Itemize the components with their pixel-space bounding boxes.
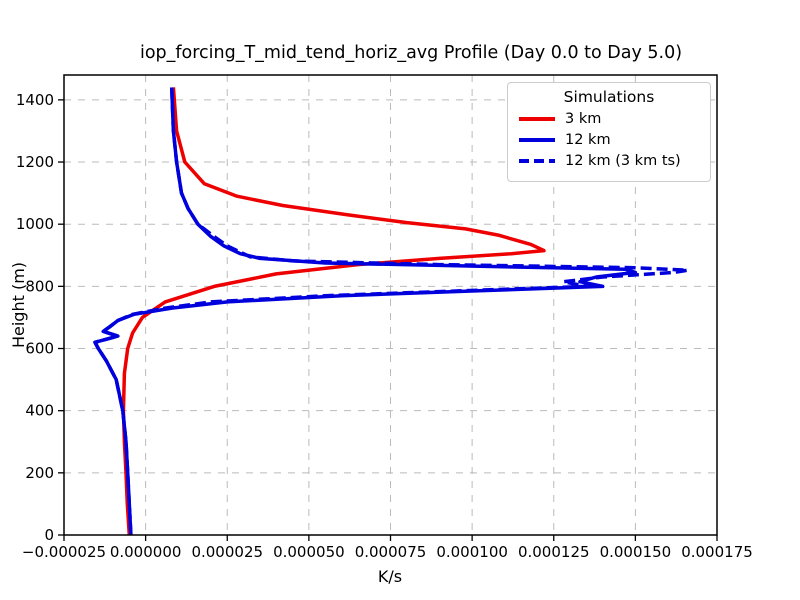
x-axis-label: K/s — [378, 567, 402, 586]
x-tick-label: −0.000025 — [22, 543, 106, 561]
x-tick-label: 0.000050 — [273, 543, 345, 561]
legend-entry-label: 3 km — [565, 111, 602, 127]
y-axis-label: Height (m) — [9, 262, 28, 348]
legend-title: Simulations — [563, 88, 655, 106]
x-tick-label: 0.000075 — [355, 543, 427, 561]
x-tick-label: 0.000125 — [518, 543, 590, 561]
legend-entries: 3 km 12 km 12 km (3 km ts) — [518, 111, 700, 169]
series-line-3-km — [121, 87, 546, 535]
legend-entry-label: 12 km (3 km ts) — [565, 153, 681, 169]
y-tick-label: 400 — [25, 402, 54, 420]
x-tick-label: 0.000175 — [681, 543, 753, 561]
legend-entry: 12 km (3 km ts) — [518, 153, 700, 169]
y-tick-label: 0 — [44, 526, 54, 544]
y-tick-label: 1400 — [16, 91, 54, 109]
legend-line-sample — [519, 159, 555, 163]
tick-layer: −0.000025 0.000000 0.000025 0.000050 0.00007… — [16, 91, 753, 561]
legend-entry-label: 12 km — [565, 132, 611, 148]
x-tick-label: 0.000000 — [110, 543, 182, 561]
chart-title: iop_forcing_T_mid_tend_horiz_avg Profile… — [140, 43, 682, 63]
series-line-12-km-3-km-ts- — [93, 87, 690, 535]
x-tick-label: 0.000100 — [436, 543, 508, 561]
y-tick-label: 1200 — [16, 153, 54, 171]
x-tick-label: 0.000150 — [600, 543, 672, 561]
legend-line-sample — [519, 138, 555, 142]
series-layer — [93, 87, 690, 535]
y-tick-label: 1000 — [16, 215, 54, 233]
legend-entry: 3 km — [518, 111, 700, 127]
y-tick-label: 200 — [25, 464, 54, 482]
x-tick-label: 0.000025 — [191, 543, 263, 561]
legend-entry: 12 km — [518, 132, 700, 148]
legend-line-sample — [519, 117, 555, 121]
y-tick-label: 600 — [25, 340, 54, 358]
y-tick-label: 800 — [25, 277, 54, 295]
legend: Simulations 3 km 12 km 12 km (3 km ts) — [507, 82, 711, 182]
